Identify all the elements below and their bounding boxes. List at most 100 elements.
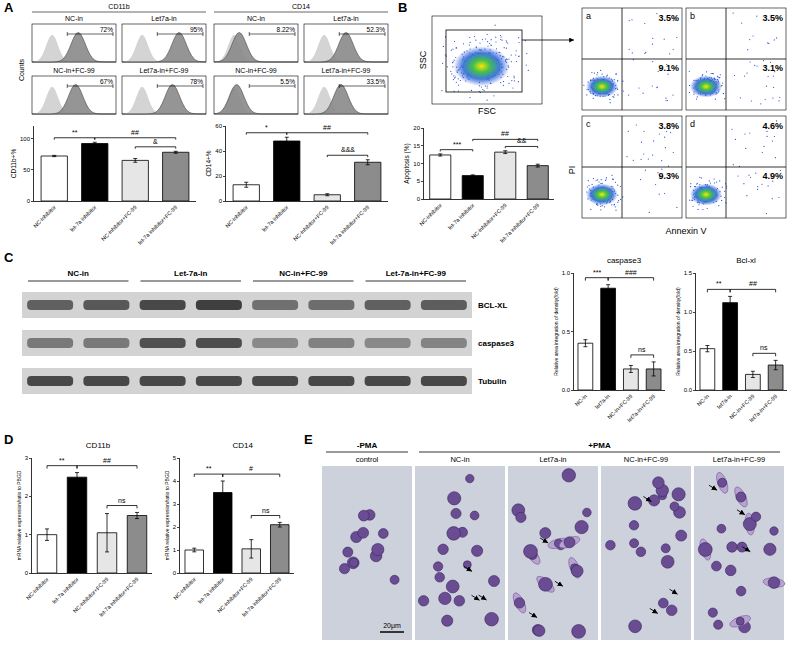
svg-text:1.5: 1.5 xyxy=(684,270,693,276)
svg-text:ns: ns xyxy=(118,497,126,504)
svg-text:b: b xyxy=(690,11,695,21)
svg-text:20μm: 20μm xyxy=(383,622,401,630)
svg-text:0.0: 0.0 xyxy=(562,387,571,393)
svg-text:4.6%: 4.6% xyxy=(762,121,783,131)
svg-text:Counts: Counts xyxy=(18,58,25,81)
svg-text:NC-in: NC-in xyxy=(450,455,469,464)
svg-text:Let7a-in: Let7a-in xyxy=(151,15,176,22)
svg-text:CD14: CD14 xyxy=(292,3,310,10)
svg-text:***: *** xyxy=(453,141,461,148)
svg-text:5: 5 xyxy=(417,178,421,184)
svg-text:20: 20 xyxy=(215,173,222,179)
svg-text:let-7a inhibitor: let-7a inhibitor xyxy=(261,204,290,233)
svg-text:1: 1 xyxy=(173,547,177,553)
svg-text:NC-in: NC-in xyxy=(574,393,588,407)
svg-text:ns: ns xyxy=(262,507,270,514)
svg-text:control: control xyxy=(356,455,379,464)
svg-text:0: 0 xyxy=(219,198,223,204)
svg-text:let-7a inhibitor+FC-99: let-7a inhibitor+FC-99 xyxy=(329,204,371,246)
svg-text:C: C xyxy=(4,250,14,265)
svg-text:##: ## xyxy=(131,129,139,136)
svg-text:3: 3 xyxy=(173,501,177,507)
svg-text:mRNA relative expression/ratio: mRNA relative expression/ratio to PBGD xyxy=(16,470,22,560)
svg-text:0: 0 xyxy=(25,570,29,576)
svg-text:mRNA relative expression/ratio: mRNA relative expression/ratio to PBGD xyxy=(164,470,170,560)
svg-text:1.0: 1.0 xyxy=(684,309,693,315)
svg-text:50: 50 xyxy=(23,167,30,173)
svg-text:10: 10 xyxy=(413,161,420,167)
svg-text:20: 20 xyxy=(413,125,420,131)
svg-text:NC-inhibitor+FC-99: NC-inhibitor+FC-99 xyxy=(470,202,508,240)
svg-text:let-7a inhibitor+FC-99: let-7a inhibitor+FC-99 xyxy=(499,202,541,244)
svg-text:let-7a inhibitor+FC-99: let-7a inhibitor+FC-99 xyxy=(98,576,140,618)
svg-text:100: 100 xyxy=(20,136,31,142)
svg-text:**: ** xyxy=(72,129,78,136)
svg-text:72%: 72% xyxy=(100,26,113,33)
svg-text:1: 1 xyxy=(25,532,29,538)
svg-text:NC-inhibitor+FC-99: NC-inhibitor+FC-99 xyxy=(216,576,254,614)
svg-text:NC-in: NC-in xyxy=(65,15,83,22)
svg-text:15: 15 xyxy=(413,143,420,149)
svg-text:78%: 78% xyxy=(190,78,203,85)
svg-text:E: E xyxy=(304,432,313,447)
svg-text:ns: ns xyxy=(760,344,768,351)
svg-text:caspase3: caspase3 xyxy=(607,256,642,265)
svg-text:NC-inhibitor+FC-99: NC-inhibitor+FC-99 xyxy=(72,576,110,614)
svg-text:let-7a inhibitor+FC-99: let-7a inhibitor+FC-99 xyxy=(241,576,283,618)
svg-text:Apoptosis (%): Apoptosis (%) xyxy=(403,143,411,183)
svg-text:&&: && xyxy=(517,137,527,144)
svg-text:4: 4 xyxy=(173,478,177,484)
svg-text:67%: 67% xyxy=(100,78,113,85)
svg-text:CD11b+%: CD11b+% xyxy=(10,149,17,179)
svg-text:3.8%: 3.8% xyxy=(658,121,679,131)
svg-text:d: d xyxy=(690,119,695,129)
svg-text:+PMA: +PMA xyxy=(588,441,611,450)
svg-text:###: ### xyxy=(625,269,637,276)
svg-text:5: 5 xyxy=(173,455,177,461)
svg-text:5.5%: 5.5% xyxy=(280,78,295,85)
svg-text:3.1%: 3.1% xyxy=(762,63,783,73)
svg-text:let-7a inhibitor: let-7a inhibitor xyxy=(69,204,98,233)
svg-text:Relative area integration of d: Relative area integration of density(fol… xyxy=(675,287,681,376)
svg-text:CD11b: CD11b xyxy=(86,441,111,450)
svg-text:SSC: SSC xyxy=(418,50,428,69)
svg-text:0.5: 0.5 xyxy=(684,348,693,354)
svg-text:c: c xyxy=(586,119,591,129)
svg-text:let7a-in: let7a-in xyxy=(594,393,611,410)
svg-text:*: * xyxy=(265,124,268,131)
svg-text:NC-in: NC-in xyxy=(696,393,710,407)
svg-text:0: 0 xyxy=(173,570,177,576)
svg-text:NC-inhibitor: NC-inhibitor xyxy=(32,204,57,229)
svg-text:##: ## xyxy=(749,280,757,287)
svg-text:let7a-in+FC-99: let7a-in+FC-99 xyxy=(626,393,656,423)
svg-text:3: 3 xyxy=(25,455,29,461)
svg-text:let7a-in: let7a-in xyxy=(716,393,733,410)
svg-text:##: ## xyxy=(501,130,509,137)
svg-text:**: ** xyxy=(206,465,212,472)
svg-text:NC-in: NC-in xyxy=(247,15,265,22)
svg-text:&&&: &&& xyxy=(341,146,355,153)
svg-text:Let-7a-in+FC-99: Let-7a-in+FC-99 xyxy=(386,269,447,278)
svg-text:4.9%: 4.9% xyxy=(762,171,783,181)
svg-text:NC-in+FC-99: NC-in+FC-99 xyxy=(728,393,755,420)
svg-text:NC-in+FC-99: NC-in+FC-99 xyxy=(279,269,328,278)
svg-text:NC-inhibitor+FC-99: NC-inhibitor+FC-99 xyxy=(100,204,138,242)
svg-text:3.5%: 3.5% xyxy=(658,13,679,23)
svg-text:8.22%: 8.22% xyxy=(277,26,296,33)
svg-text:a: a xyxy=(586,11,591,21)
svg-text:52.3%: 52.3% xyxy=(367,26,386,33)
svg-text:Let7a-in: Let7a-in xyxy=(539,455,566,464)
svg-text:NC-inhibitor: NC-inhibitor xyxy=(224,204,249,229)
svg-text:0: 0 xyxy=(27,198,31,204)
svg-text:CD14: CD14 xyxy=(232,441,253,450)
svg-text:***: *** xyxy=(593,269,601,276)
svg-text:NC-in+FC-99: NC-in+FC-99 xyxy=(606,393,633,420)
svg-text:BCL-XL: BCL-XL xyxy=(478,301,507,310)
svg-text:2: 2 xyxy=(173,524,177,530)
svg-text:NC-in: NC-in xyxy=(68,269,89,278)
svg-text:9.3%: 9.3% xyxy=(658,171,679,181)
svg-text:0.0: 0.0 xyxy=(684,387,693,393)
svg-text:1.0: 1.0 xyxy=(562,270,571,276)
svg-text:**: ** xyxy=(59,457,65,464)
svg-text:-PMA: -PMA xyxy=(357,441,378,450)
